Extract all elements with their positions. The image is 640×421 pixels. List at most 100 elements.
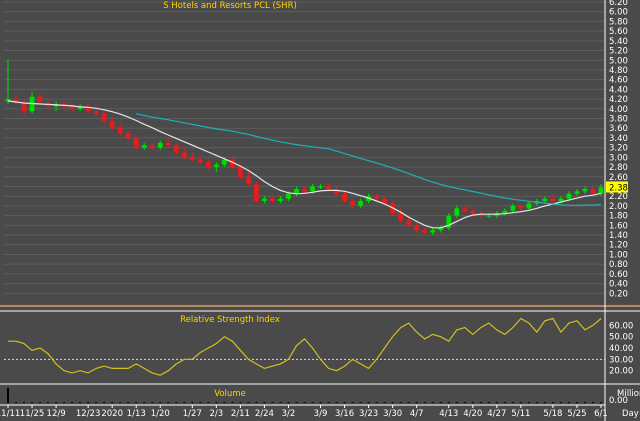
candle-body <box>294 188 299 194</box>
rsi-title: Relative Strength Index <box>180 315 280 325</box>
x-tick-label: 6/1 <box>594 409 608 419</box>
volume-bar <box>31 402 34 403</box>
candle-body <box>85 106 91 112</box>
volume-bar <box>71 402 74 403</box>
rsi-line <box>8 317 602 376</box>
x-tick-label: 2/24 <box>255 409 274 419</box>
volume-bar <box>127 402 130 403</box>
volume-bar <box>343 402 346 403</box>
volume-bar <box>47 402 50 403</box>
candle-body <box>398 213 404 221</box>
volume-bar <box>295 402 298 403</box>
volume-bar <box>527 402 530 403</box>
y-tick-label: 3.00 <box>609 153 628 163</box>
candle-body <box>213 164 219 168</box>
x-tick-label: 3/23 <box>359 409 378 419</box>
y-tick-label: 4.80 <box>609 66 628 76</box>
volume-bar <box>471 402 474 403</box>
candle-body <box>590 188 596 194</box>
y-tick-label: 3.40 <box>609 134 628 144</box>
candle-body <box>414 225 420 231</box>
volume-bar <box>415 402 418 403</box>
x-tick-label: 3/30 <box>383 409 402 419</box>
volume-bar <box>103 402 106 403</box>
candle-body <box>254 184 259 202</box>
rsi-tick-label: 20.00 <box>609 367 633 377</box>
y-tick-label: 1.40 <box>609 231 628 241</box>
candle-body <box>318 186 323 188</box>
x-tick-label: 11/11 <box>0 409 20 419</box>
candle-body <box>133 137 139 148</box>
x-tick-label: 4/13 <box>439 409 458 419</box>
last-price-label: 2.38 <box>609 183 628 193</box>
x-tick-label: 4/27 <box>487 409 506 419</box>
y-tick-label: 5.20 <box>609 47 628 57</box>
candle-body <box>278 198 283 202</box>
volume-bar <box>487 402 490 403</box>
candle-body <box>21 103 27 112</box>
volume-bar <box>247 402 250 403</box>
volume-bar <box>399 402 402 403</box>
y-tick-label: 1.60 <box>609 221 628 231</box>
volume-bar <box>55 402 58 403</box>
candle-body <box>262 198 267 202</box>
y-tick-label: 5.00 <box>609 56 628 66</box>
x-tick-label: 3/9 <box>314 409 328 419</box>
y-tick-label: 2.60 <box>609 173 628 183</box>
y-tick-label: 4.40 <box>609 85 628 95</box>
y-tick-label: 2.00 <box>609 202 628 212</box>
candle-body <box>422 230 428 233</box>
candle-body <box>189 157 195 160</box>
y-tick-label: 4.00 <box>609 105 628 115</box>
candle-body <box>430 230 436 233</box>
candle-body <box>197 159 203 163</box>
volume-bar <box>167 402 170 403</box>
candle-body <box>574 191 580 194</box>
volume-bar <box>231 402 234 403</box>
y-tick-label: 3.20 <box>609 144 628 154</box>
volume-bar <box>599 402 602 403</box>
candle-body <box>5 99 11 102</box>
volume-bar <box>567 402 570 403</box>
x-axis-unit-label: Day <box>622 409 639 419</box>
candle-body <box>598 187 604 194</box>
volume-bar <box>263 402 266 403</box>
candle-body <box>181 152 187 158</box>
volume-bar <box>575 402 578 403</box>
candle-body <box>334 188 339 194</box>
candle-body <box>302 188 307 192</box>
volume-bar <box>319 402 322 403</box>
volume-bar <box>223 402 226 403</box>
candle-body <box>125 133 131 138</box>
candle-body <box>374 196 380 199</box>
candle-body <box>229 159 235 168</box>
volume-panel <box>7 387 602 403</box>
candle-body <box>342 193 347 202</box>
x-tick-label: 12/9 <box>47 409 66 419</box>
y-tick-label: 0.60 <box>609 270 628 280</box>
candle-body <box>149 145 155 148</box>
volume-bar <box>279 402 282 403</box>
volume-bar <box>511 402 514 403</box>
volume-bar <box>175 402 178 403</box>
volume-bar <box>87 402 90 403</box>
x-tick-label: 5/18 <box>543 409 562 419</box>
volume-bar <box>367 402 370 403</box>
x-tick-label: 3/2 <box>282 409 296 419</box>
x-tick-label: 1/20 <box>151 409 170 419</box>
candle-body <box>165 142 171 146</box>
rsi-tick-label: 30.00 <box>609 355 633 365</box>
candle-body <box>117 128 123 134</box>
moving-average-short <box>7 100 602 229</box>
volume-bar <box>151 402 154 403</box>
candle-body <box>157 142 163 148</box>
x-tick-label: 4/7 <box>410 409 424 419</box>
volume-bar <box>159 402 162 403</box>
candle-body <box>518 205 524 209</box>
candle-body <box>542 198 548 202</box>
y-tick-label: 3.60 <box>609 124 628 134</box>
volume-bar <box>119 402 122 403</box>
candle-body <box>510 205 516 211</box>
y-tick-label: 0.20 <box>609 289 628 299</box>
